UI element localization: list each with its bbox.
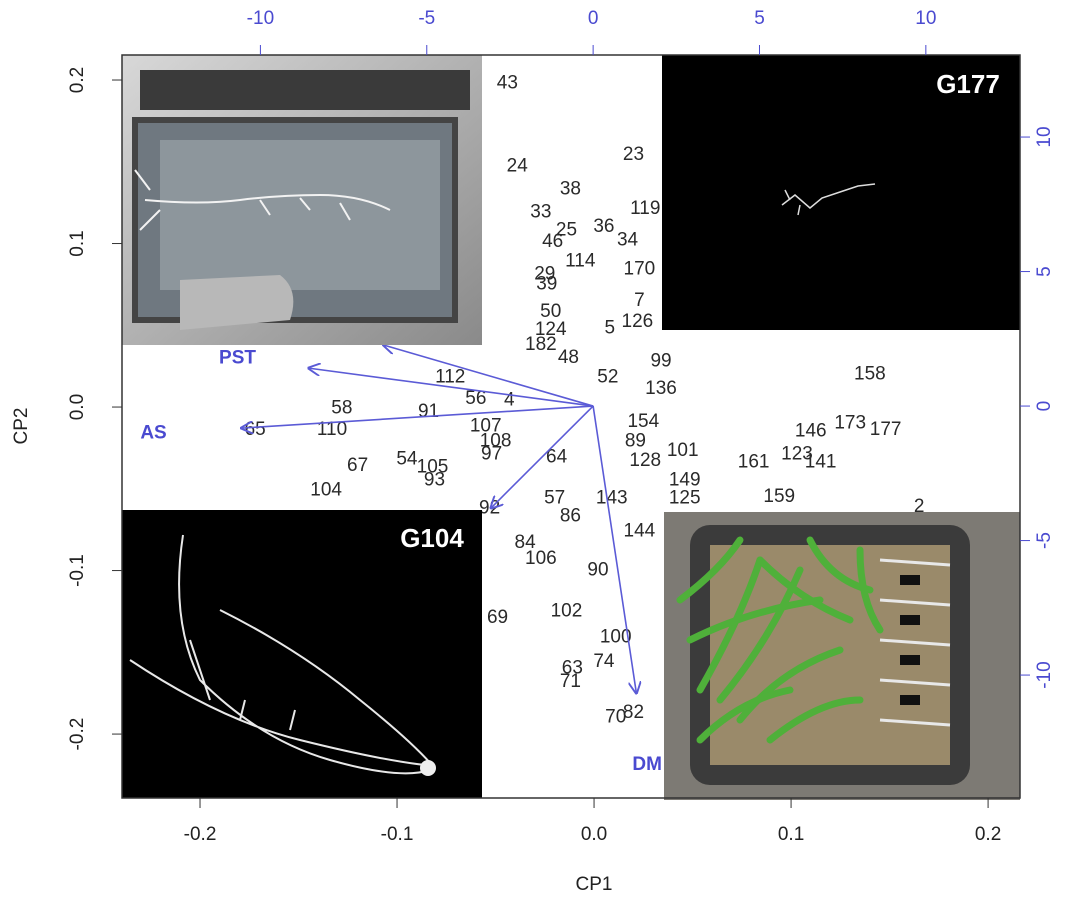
point-label: 23 [623,144,644,165]
y-axis-title: CP2 [11,408,32,445]
point-label: 154 [627,411,659,432]
point-label: 136 [645,378,677,399]
point-label: 36 [593,216,614,237]
point-label: 177 [870,419,902,440]
x-tick-label: 0.1 [778,824,804,845]
point-label: 158 [854,363,886,384]
chart: 4323243833119253646341141702939750124512… [0,0,1085,897]
photo-scanner [122,55,482,345]
y2-tick-label: 5 [1034,266,1055,277]
arrow-label: DM [632,754,662,775]
photo-plants [664,512,1020,800]
point-label: 182 [525,334,557,355]
point-label: 128 [629,450,661,471]
inset-label: G104 [400,523,464,553]
x2-tick-label: 10 [915,8,936,29]
point-label: 146 [795,421,827,442]
point-label: 92 [479,497,500,518]
y2-tick-label: -10 [1034,661,1055,688]
x2-tick-label: 0 [588,8,599,29]
point-label: 90 [587,560,608,581]
x-tick-label: 0.2 [975,824,1001,845]
point-label: 173 [834,412,866,433]
point-label: 71 [560,671,581,692]
point-label: 112 [435,367,465,388]
point-label: 39 [536,273,557,294]
x2-tick-label: -5 [418,8,435,29]
point-label: 52 [597,367,618,388]
point-label: 161 [738,452,770,473]
point-label: 82 [623,702,644,723]
point-label: 125 [669,488,701,509]
point-label: 43 [497,72,518,93]
point-label: 126 [622,311,654,332]
y-tick-label: 0.2 [67,67,88,93]
point-label: 104 [310,479,342,500]
y-tick-label: -0.1 [67,554,88,587]
point-label: 89 [625,430,646,451]
x2-tick-label: -10 [247,8,274,29]
point-label: 86 [560,506,581,527]
point-label: 93 [424,470,445,491]
point-label: 48 [558,347,579,368]
point-label: 38 [560,179,581,200]
arrow-label: AS [140,423,166,444]
point-label: 97 [481,443,502,464]
point-label: 106 [525,548,557,569]
y2-tick-label: -5 [1034,532,1055,549]
point-label: 74 [593,651,615,672]
x-tick-label: -0.2 [184,824,217,845]
x-tick-label: -0.1 [381,824,414,845]
x-axis-title: CP1 [576,874,613,895]
point-label: 91 [418,401,439,422]
point-label: 33 [530,201,551,222]
point-label: 141 [805,452,837,473]
loading-arrow [491,406,593,508]
point-label: 159 [763,486,795,507]
y2-tick-label: 0 [1034,401,1055,412]
photo-g104 [122,510,482,798]
y-tick-label: -0.2 [67,718,88,751]
point-label: 54 [396,448,418,469]
inset-label: G177 [936,69,1000,99]
arrow-label: PST [219,348,256,369]
y-tick-label: 0.1 [67,230,88,256]
x2-tick-label: 5 [754,8,765,29]
point-label: 5 [605,318,616,339]
point-label: 24 [507,156,529,177]
point-label: 99 [650,350,671,371]
point-label: 102 [551,600,583,621]
point-label: 101 [667,440,699,461]
point-label: 143 [596,488,628,509]
x-tick-label: 0.0 [581,824,607,845]
point-label: 119 [630,198,660,219]
point-label: 67 [347,455,368,476]
point-label: 65 [245,419,266,440]
point-label: 4 [504,390,515,411]
point-label: 69 [487,607,508,628]
point-label: 144 [624,520,656,541]
point-label: 170 [624,259,656,280]
y2-tick-label: 10 [1034,126,1055,147]
y-tick-label: 0.0 [67,394,88,420]
point-label: 114 [565,251,596,272]
point-label: 7 [634,290,645,311]
point-label: 58 [331,398,352,419]
point-label: 34 [617,229,639,250]
point-label: 46 [542,231,563,252]
